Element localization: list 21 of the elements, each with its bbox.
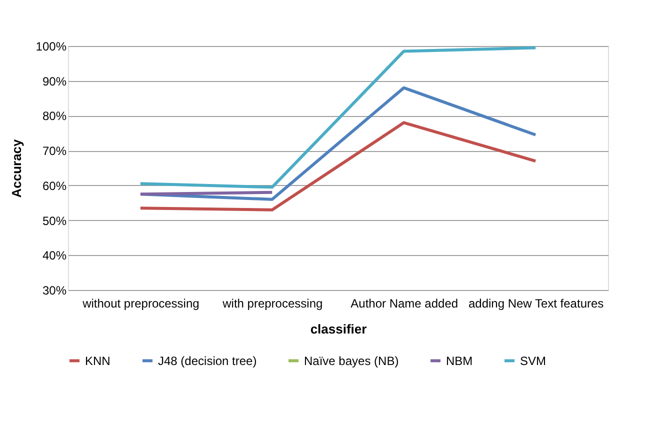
x-tick-label: adding New Text features <box>468 296 604 310</box>
y-tick-label: 60% <box>42 178 67 193</box>
y-tick-label: 100% <box>36 40 67 54</box>
y-tick-label: 50% <box>42 214 67 228</box>
y-tick-label: 70% <box>42 144 67 158</box>
y-tick-label: 40% <box>42 248 67 263</box>
legend-label: Naïve bayes (NB) <box>304 354 399 368</box>
line-series <box>138 121 538 212</box>
legend-label: NBM <box>446 354 473 368</box>
x-tick-label: without preprocessing <box>82 296 200 310</box>
legend-label: SVM <box>520 354 546 368</box>
y-tick-label: 80% <box>42 109 67 124</box>
legend-label: J48 (decision tree) <box>158 354 257 368</box>
legend-label: KNN <box>85 354 110 368</box>
x-axis-title: classifier <box>310 322 367 336</box>
x-tick-label: with preprocessing <box>222 296 323 310</box>
line-series <box>138 46 538 189</box>
x-tick-label: Author Name added <box>350 296 458 310</box>
y-tick-label: 30% <box>42 284 67 298</box>
y-axis-title: Accuracy <box>8 138 24 198</box>
y-tick-label: 90% <box>42 74 67 88</box>
